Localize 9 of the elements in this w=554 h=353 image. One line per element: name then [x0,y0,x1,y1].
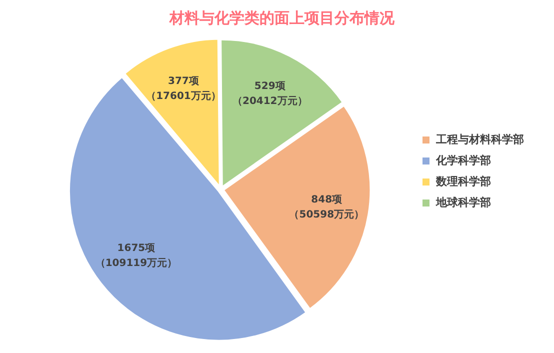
data-label: 377项（17601万元） [146,76,221,102]
legend-label: 化学科学部 [435,154,491,167]
legend-label: 地球科学部 [435,196,491,209]
data-label: 848项（50598万元） [289,194,364,220]
chart-title: 材料与化学类的面上项目分布情况 [168,8,396,27]
legend-label: 工程与材料科学部 [435,132,524,146]
data-label: 529项（20412万元） [232,81,308,108]
legend-label: 数理科学部 [435,174,491,188]
data-label: 1675项（109119万元） [95,242,178,269]
